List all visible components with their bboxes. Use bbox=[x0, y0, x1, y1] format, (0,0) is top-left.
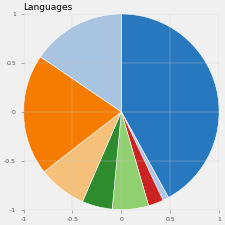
Wedge shape bbox=[44, 112, 121, 202]
Wedge shape bbox=[24, 57, 121, 172]
Wedge shape bbox=[121, 112, 163, 206]
Text: Languages: Languages bbox=[24, 3, 73, 12]
Wedge shape bbox=[83, 112, 121, 209]
Wedge shape bbox=[121, 14, 219, 198]
Wedge shape bbox=[40, 14, 121, 112]
Wedge shape bbox=[112, 112, 149, 209]
Wedge shape bbox=[121, 112, 169, 200]
